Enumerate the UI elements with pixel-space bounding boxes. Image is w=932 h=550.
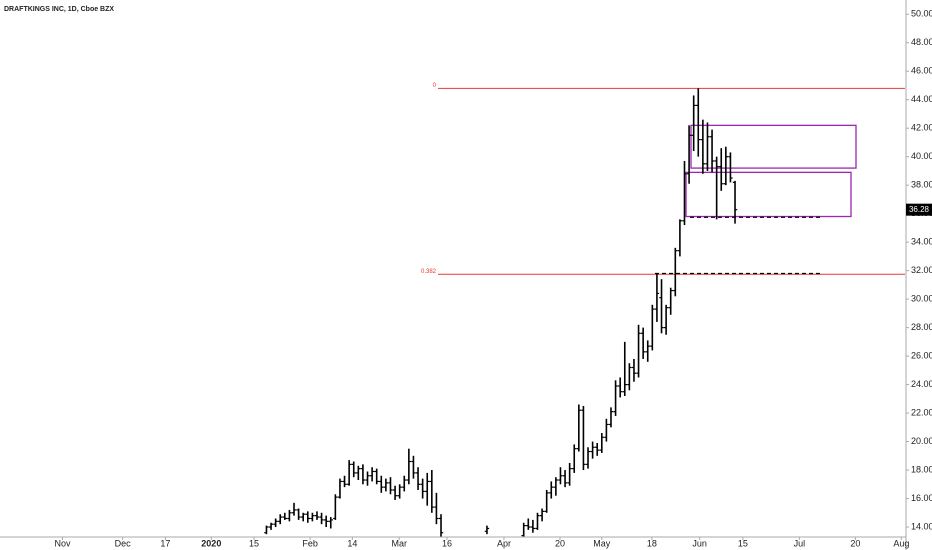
x-tick-label: 2020	[201, 538, 221, 548]
last-price-label: 36.28	[909, 205, 930, 214]
box-drawing	[690, 124, 857, 169]
y-tick-label: 32.00	[911, 265, 932, 275]
x-tick-label: Dec	[115, 538, 132, 548]
y-tick-label: 48.00	[911, 37, 932, 47]
x-tick-label: 18	[647, 538, 657, 548]
y-tick-label: 16.00	[911, 493, 932, 503]
x-tick-label: 15	[738, 538, 748, 548]
box-drawing	[685, 171, 852, 218]
chart-title: DRAFTKINGS INC, 1D, Cboe BZX	[4, 6, 114, 13]
x-tick-label: Mar	[391, 538, 407, 548]
x-tick-label: May	[593, 538, 611, 548]
y-tick-label: 30.00	[911, 293, 932, 303]
y-tick-label: 20.00	[911, 436, 932, 446]
y-tick-label: 24.00	[911, 379, 932, 389]
x-tick-label: Feb	[302, 538, 318, 548]
x-tick-label: 20	[555, 538, 565, 548]
y-tick-label: 18.00	[911, 464, 932, 474]
y-tick-label: 28.00	[911, 322, 932, 332]
x-tick-label: 16	[442, 538, 452, 548]
y-tick-label: 44.00	[911, 94, 932, 104]
last-price-badge	[906, 203, 932, 216]
y-tick-label: 42.00	[911, 123, 932, 133]
x-tick-label: Apr	[497, 538, 511, 548]
y-tick-label: 50.00	[911, 9, 932, 19]
x-tick-label: Jul	[794, 538, 806, 548]
x-tick-label: 20	[850, 538, 860, 548]
x-tick-label: 14	[347, 538, 357, 548]
x-tick-label: Nov	[54, 538, 71, 548]
x-tick-label: 15	[249, 538, 259, 548]
y-tick-label: 46.00	[911, 66, 932, 76]
y-tick-label: 40.00	[911, 151, 932, 161]
y-tick-label: 34.00	[911, 237, 932, 247]
x-tick-label: Aug	[893, 538, 909, 548]
plot-area	[264, 87, 905, 537]
y-tick-label: 38.00	[911, 180, 932, 190]
fib-label: 0.382	[421, 269, 437, 275]
x-tick-label: 17	[160, 538, 170, 548]
y-tick-label: 26.00	[911, 350, 932, 360]
y-tick-label: 22.00	[911, 407, 932, 417]
fib-label: 0	[433, 83, 437, 89]
y-tick-label: 14.00	[911, 521, 932, 531]
x-tick-label: Jun	[692, 538, 707, 548]
